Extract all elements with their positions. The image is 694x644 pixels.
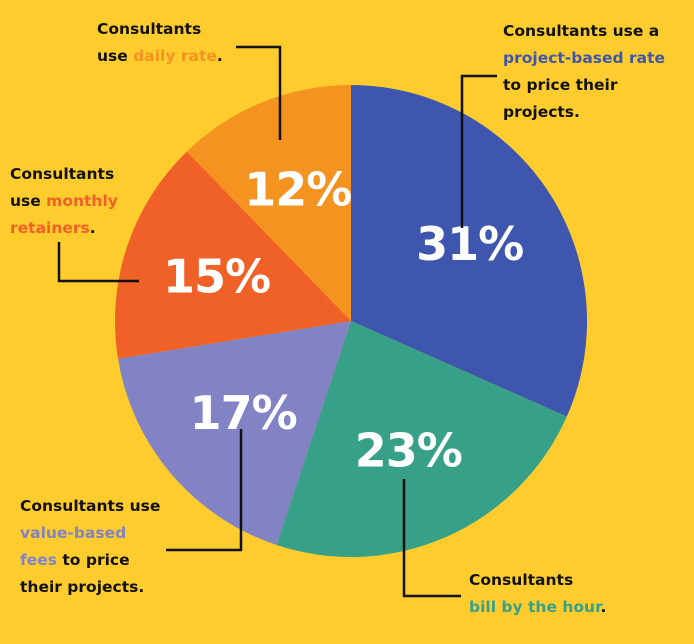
pie-slice-monthly-retainers (114, 151, 351, 359)
pie-value-label-value-based-fees: 17% (190, 386, 297, 440)
pie-value-label-monthly-retainers: 15% (163, 249, 270, 303)
pie-slices (114, 85, 588, 557)
leader-line-project-based (460, 74, 497, 228)
callout-value-based: Consultants use value-based fees to pric… (20, 493, 160, 601)
callout-daily-line1: Consultants (97, 20, 202, 38)
callout-monthly-tail: . (89, 219, 96, 237)
callout-monthly-highlight2: retainers (10, 219, 90, 237)
callout-value-based-highlight1: value-based (20, 524, 127, 542)
callout-daily: Consultants use daily rate. (97, 16, 223, 70)
callout-hourly-tail: . (600, 598, 607, 616)
callout-leader-lines (57, 45, 497, 598)
callout-value-based-highlight2: fees (20, 551, 57, 569)
pie-value-labels: 31% 23% 17% 15% 12% (163, 163, 524, 478)
callout-hourly-line1: Consultants (469, 571, 574, 589)
callout-value-based-line1: Consultants use (20, 497, 161, 515)
callout-project-based-line3: to price their (503, 76, 618, 94)
callout-value-based-line4: their projects. (20, 578, 145, 596)
pie-slice-bill-by-the-hour (276, 321, 567, 557)
pie-slice-project-based-rate (351, 85, 588, 417)
callout-daily-highlight: daily rate (133, 47, 217, 65)
leader-line-daily (236, 45, 282, 140)
pie-value-label-daily-rate: 12% (244, 163, 351, 217)
callout-monthly-highlight1: monthly (46, 192, 118, 210)
callout-monthly: Consultants use monthly retainers. (10, 161, 118, 242)
callout-monthly-prefix: use (10, 192, 47, 210)
callout-hourly: Consultants bill by the hour. (469, 567, 606, 621)
callout-hourly-highlight: bill by the hour (469, 598, 601, 616)
callout-project-based-highlight: project-based rate (503, 49, 666, 67)
callout-project-based-line1: Consultants use a (503, 22, 660, 40)
callout-value-based-after: to price (57, 551, 130, 569)
leader-line-value-based (166, 429, 243, 552)
callout-daily-prefix: use (97, 47, 134, 65)
callout-daily-tail: . (216, 47, 223, 65)
pie-slice-daily-rate (186, 85, 351, 321)
callout-monthly-line1: Consultants (10, 165, 115, 183)
leader-line-monthly (57, 242, 139, 283)
pie-slice-value-based-fees (118, 321, 351, 545)
callout-project-based-line4: projects. (503, 103, 580, 121)
pie-value-label-project-based-rate: 31% (416, 217, 523, 271)
pie-value-label-bill-by-the-hour: 23% (355, 423, 462, 477)
leader-line-hourly (402, 479, 461, 598)
callout-project-based: Consultants use a project-based rate to … (503, 18, 665, 126)
